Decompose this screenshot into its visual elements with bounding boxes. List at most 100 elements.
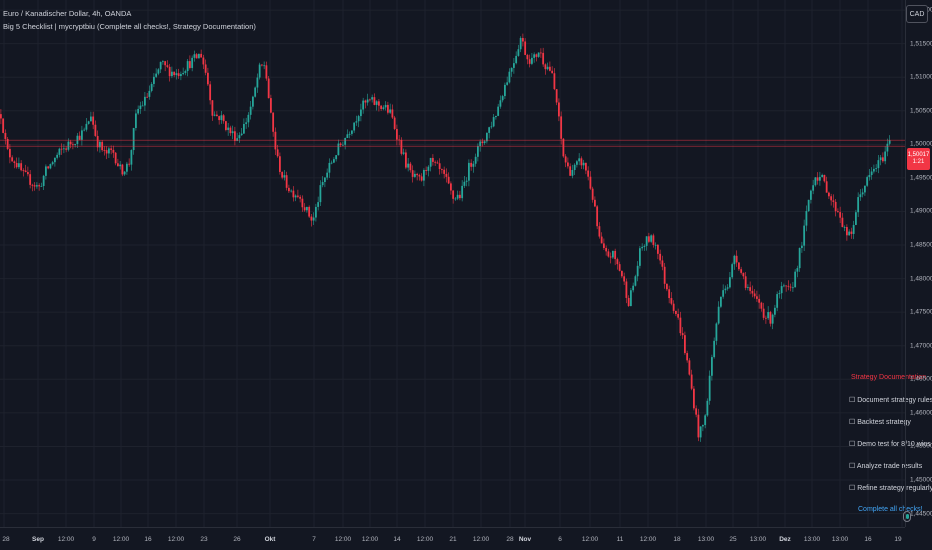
checklist-item[interactable]: ☐ Analyze trade results — [849, 463, 923, 470]
candle — [456, 190, 459, 201]
candle-body — [333, 159, 335, 163]
candle-body — [794, 271, 797, 288]
candle — [326, 168, 329, 180]
indicator-settings-button[interactable] — [903, 511, 911, 522]
candle — [789, 283, 792, 292]
candle — [652, 233, 655, 248]
candle-body — [171, 71, 173, 77]
chart-area[interactable]: Euro / Kanadischer Dollar, 4h, OANDA Big… — [0, 0, 932, 527]
candle-body — [562, 138, 565, 157]
price-tick-label: 1,50500 — [910, 107, 932, 115]
candle-body — [31, 184, 34, 186]
candle-body — [681, 333, 684, 336]
candle-body — [715, 323, 718, 341]
candle-body — [443, 169, 446, 174]
candle — [441, 168, 443, 174]
candle-body — [373, 97, 376, 105]
candle — [825, 176, 828, 193]
candle-body — [499, 100, 502, 107]
candle — [558, 98, 560, 122]
candle — [447, 172, 450, 185]
candle-body — [308, 206, 311, 217]
candle — [58, 147, 61, 158]
candle-body — [751, 290, 754, 294]
candle-body — [425, 170, 428, 171]
candlestick-chart[interactable] — [0, 0, 905, 527]
candle-body — [528, 59, 531, 64]
candle — [470, 159, 473, 171]
candle — [695, 405, 698, 418]
candle — [330, 160, 333, 165]
time-tick-label: 12:00 — [581, 536, 599, 543]
checklist-item[interactable]: ☐ Refine strategy regularly — [849, 485, 932, 492]
candle — [812, 179, 815, 195]
candle — [60, 143, 63, 155]
candle-body — [805, 211, 808, 226]
candle — [159, 61, 162, 74]
time-tick-label: 12:00 — [361, 536, 379, 543]
candle — [749, 281, 752, 295]
candle-body — [857, 197, 860, 213]
candle-body — [418, 175, 421, 177]
candle-body — [823, 174, 826, 182]
candle — [409, 161, 412, 173]
time-tick-label: 16 — [144, 536, 152, 543]
candle-body — [798, 248, 801, 269]
candle — [731, 262, 734, 280]
candle-body — [292, 190, 295, 198]
indicator-title[interactable]: Big 5 Checklist | mycryptbiu (Complete a… — [3, 22, 256, 31]
candle — [85, 117, 88, 132]
candle-body — [312, 217, 315, 221]
candle-body — [603, 243, 605, 248]
candle — [389, 103, 392, 114]
candle — [105, 146, 108, 160]
candle — [137, 105, 140, 115]
candle-body — [477, 146, 479, 157]
checklist-item[interactable]: ☐ Document strategy rules — [849, 397, 932, 404]
checklist-item[interactable]: ☐ Backtest strategy — [849, 419, 911, 426]
candle — [636, 261, 639, 282]
candle-body — [105, 150, 108, 154]
candle-body — [515, 55, 518, 64]
candle — [213, 111, 216, 117]
candle — [76, 132, 79, 149]
candle — [702, 424, 704, 432]
candle-body — [841, 217, 844, 228]
candle — [263, 61, 266, 70]
candle — [333, 157, 335, 164]
candle-body — [153, 76, 155, 84]
candle — [72, 141, 74, 150]
candle — [258, 62, 261, 80]
candle-body — [814, 177, 817, 186]
candle — [220, 110, 223, 124]
time-tick-label: 12:00 — [167, 536, 185, 543]
time-tick-label: 12:00 — [112, 536, 130, 543]
candle-body — [625, 281, 628, 298]
candle-body — [801, 245, 803, 249]
candle — [776, 291, 779, 312]
candle-body — [0, 114, 2, 119]
candle-body — [531, 57, 533, 64]
candle — [866, 175, 869, 187]
candle-body — [708, 375, 711, 401]
candle-body — [641, 246, 644, 249]
candle-body — [870, 171, 873, 176]
time-axis[interactable]: 28 Sep 12:00 9 12:00 16 12:00 23 26 Okt 7 12:00 12:0… — [0, 527, 905, 550]
candle — [645, 236, 648, 251]
candle-body — [546, 66, 549, 70]
candle-body — [270, 98, 272, 113]
candle-body — [200, 53, 203, 58]
candle-body — [726, 287, 729, 289]
candle — [369, 98, 371, 102]
candle-body — [769, 312, 772, 324]
candle-body — [614, 250, 617, 260]
candle-body — [580, 158, 583, 166]
checklist-item[interactable]: ☐ Demo test for 8/10 wins — [849, 441, 931, 448]
currency-button[interactable]: CAD — [906, 5, 928, 23]
price-axis[interactable]: 1,520001,515001,510001,505001,500001,495… — [905, 0, 932, 527]
candle-body — [90, 116, 92, 122]
candle-body — [526, 54, 529, 60]
candle-body — [162, 61, 164, 63]
symbol-title[interactable]: Euro / Kanadischer Dollar, 4h, OANDA — [3, 9, 132, 18]
time-tick-label: 12:00 — [334, 536, 352, 543]
